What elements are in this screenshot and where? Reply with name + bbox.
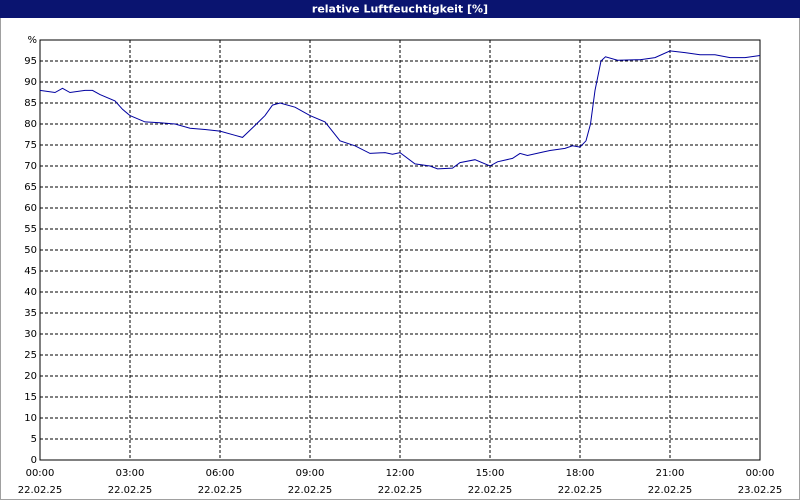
y-tick-label: 55 [24, 224, 37, 235]
y-tick-label: 20 [24, 371, 37, 382]
y-tick-label: 40 [24, 287, 37, 298]
y-tick-label: 25 [24, 350, 37, 361]
x-tick-date: 22.02.25 [378, 485, 423, 496]
y-tick-label: 60 [24, 203, 37, 214]
x-tick-label: 12:00 [386, 468, 415, 479]
x-tick-label: 00:00 [746, 468, 775, 479]
x-tick-date: 23.02.25 [738, 485, 783, 496]
y-tick-label: 35 [24, 308, 37, 319]
x-tick-date: 22.02.25 [468, 485, 513, 496]
y-tick-label: 90 [24, 77, 37, 88]
y-tick-label: 85 [24, 98, 37, 109]
x-tick-label: 09:00 [296, 468, 325, 479]
plot-border [39, 39, 761, 461]
x-tick-date: 22.02.25 [648, 485, 693, 496]
y-tick-label: 10 [24, 413, 37, 424]
y-tick-label: 95 [24, 56, 37, 67]
x-tick-label: 00:00 [26, 468, 55, 479]
x-tick-date: 22.02.25 [198, 485, 243, 496]
x-tick-date: 22.02.25 [558, 485, 603, 496]
title-bar [0, 0, 800, 18]
x-tick-label: 06:00 [206, 468, 235, 479]
y-tick-label: 70 [24, 161, 37, 172]
y-tick-label: 0 [31, 455, 37, 466]
x-tick-label: 21:00 [656, 468, 685, 479]
x-tick-label: 18:00 [566, 468, 595, 479]
y-tick-label: % [27, 35, 37, 46]
y-tick-label: 80 [24, 119, 37, 130]
y-tick-label: 50 [24, 245, 37, 256]
y-tick-label: 15 [24, 392, 37, 403]
y-tick-label: 45 [24, 266, 37, 277]
x-tick-label: 15:00 [476, 468, 505, 479]
x-tick-date: 22.02.25 [18, 485, 63, 496]
y-tick-label: 65 [24, 182, 37, 193]
x-tick-label: 03:00 [116, 468, 145, 479]
y-tick-label: 5 [31, 434, 37, 445]
y-tick-label: 30 [24, 329, 37, 340]
line-series [39, 50, 761, 170]
x-tick-date: 22.02.25 [108, 485, 153, 496]
x-tick-date: 22.02.25 [288, 485, 333, 496]
chart-title: relative Luftfeuchtigkeit [%] [312, 3, 488, 16]
y-tick-label: 75 [24, 140, 37, 151]
